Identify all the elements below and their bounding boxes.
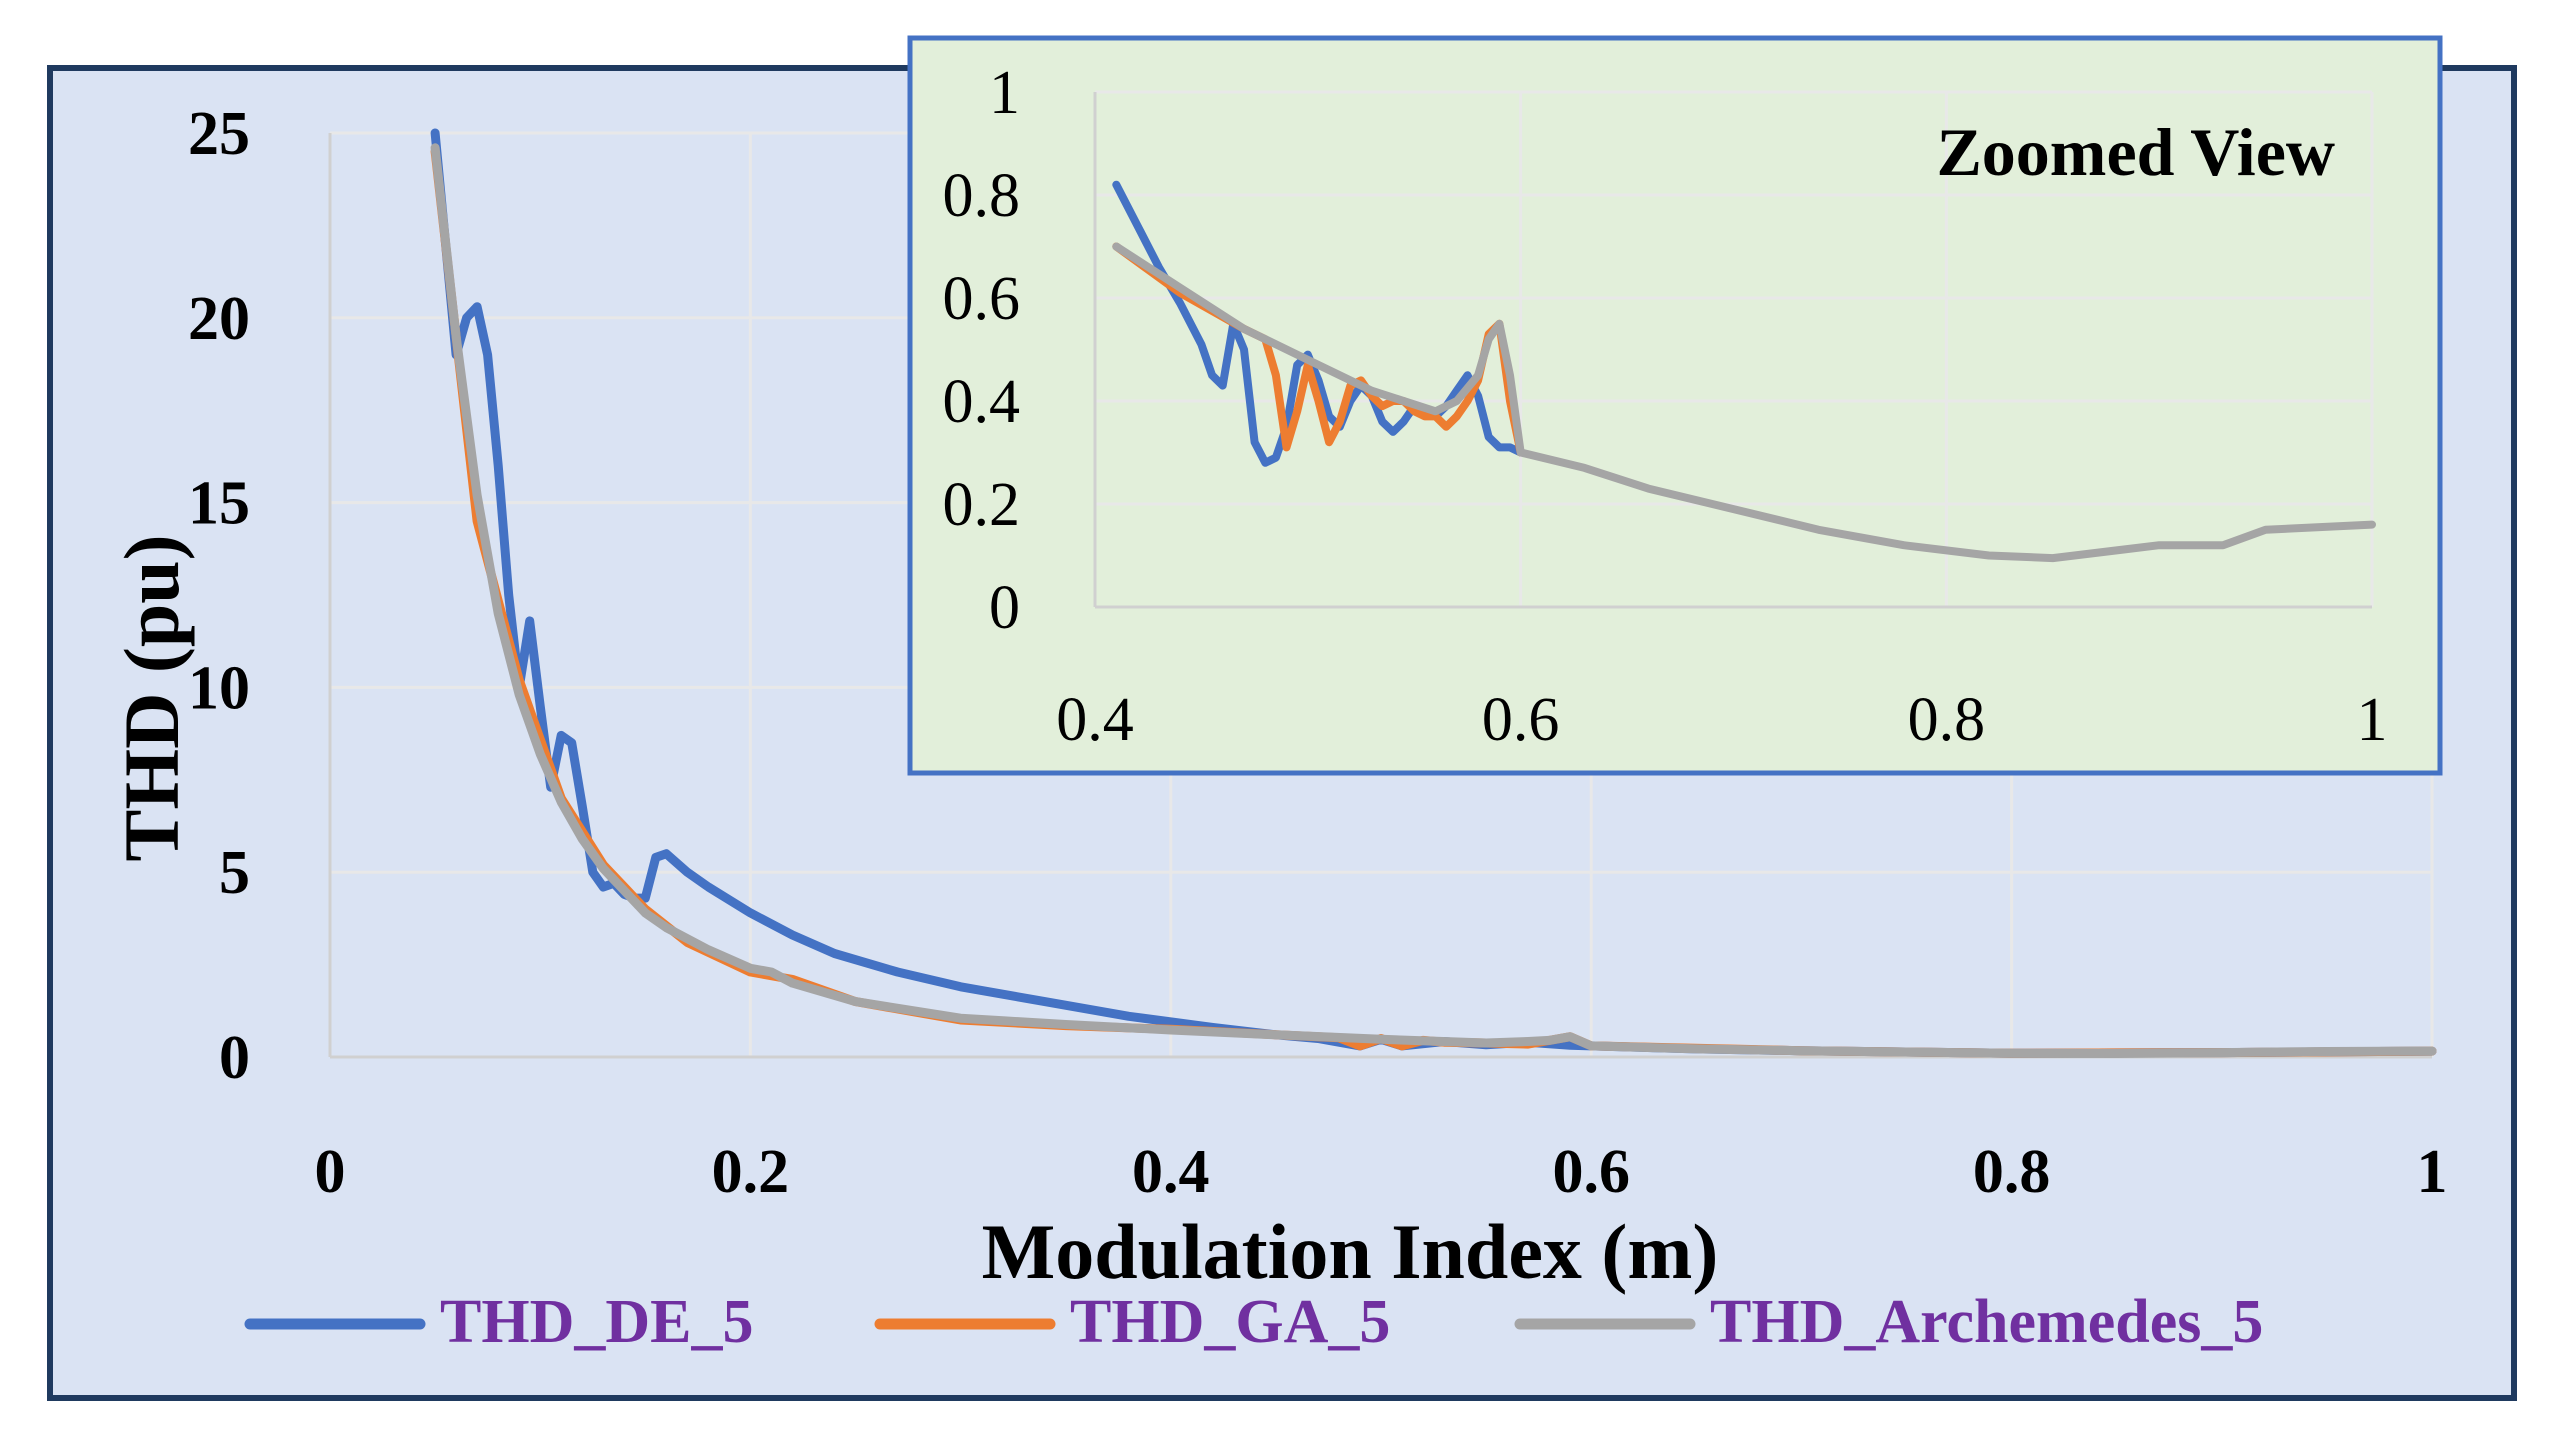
inset-y-tick-label: 0.4	[943, 368, 1021, 436]
main-x-tick-label: 0.4	[1132, 1138, 1210, 1206]
main-y-tick-label: 20	[188, 285, 250, 353]
legend-label-thd-de-5: THD_DE_5	[440, 1288, 753, 1356]
inset-y-tick-label: 0.8	[943, 162, 1021, 230]
inset-x-tick-label: 1	[2357, 686, 2388, 754]
inset-y-tick-label: 0	[989, 574, 1020, 642]
legend: THD_DE_5 THD_GA_5 THD_Archemedes_5	[244, 1288, 2263, 1356]
inset-y-tick-label: 0.6	[943, 265, 1021, 333]
inset-x-tick-label: 0.6	[1482, 686, 1560, 754]
main-series-thd-archemedes-5	[430, 143, 2437, 1058]
main-y-tick-label: 5	[219, 839, 250, 907]
main-x-tick-label: 1	[2417, 1138, 2448, 1206]
main-series-lines	[430, 128, 2437, 1058]
main-x-tick-label: 0	[315, 1138, 346, 1206]
main-y-tick-label: 0	[219, 1024, 250, 1092]
inset-title: Zoomed View	[1936, 114, 2335, 190]
inset-axes	[1093, 92, 2372, 609]
inset-series-thd-archemedes-5	[1112, 242, 2376, 563]
inset-y-tick-label: 0.2	[943, 471, 1021, 539]
main-y-tick-label: 25	[188, 100, 250, 168]
inset-frame	[907, 35, 2443, 776]
legend-label-thd-archemedes-5: THD_Archemedes_5	[1710, 1288, 2263, 1356]
y-axis-title: THD (pu)	[108, 534, 195, 861]
inset-gridlines	[1095, 90, 2374, 607]
inset-y-tick-label: 1	[989, 59, 1020, 127]
x-axis-title: Modulation Index (m)	[982, 1208, 1719, 1295]
main-y-tick-label: 15	[188, 470, 250, 538]
main-x-tick-label: 0.8	[1973, 1138, 2051, 1206]
zoomed-view-inset: 0.4 0.6 0.8 1 0 0.2 0.4 0.6 0.8 1 Zoomed View	[907, 35, 2443, 776]
inset-tick-labels: 0.4 0.6 0.8 1 0 0.2 0.4 0.6 0.8 1	[943, 59, 2388, 754]
main-y-tick-label: 10	[188, 654, 250, 722]
main-x-tick-label: 0.2	[712, 1138, 790, 1206]
inset-x-tick-label: 0.4	[1056, 686, 1134, 754]
legend-label-thd-ga-5: THD_GA_5	[1070, 1288, 1390, 1356]
inset-series-lines	[1112, 180, 2376, 563]
main-x-tick-label: 0.6	[1552, 1138, 1630, 1206]
inset-series-thd-ga-5	[1112, 242, 1525, 457]
inset-x-tick-label: 0.8	[1908, 686, 1986, 754]
